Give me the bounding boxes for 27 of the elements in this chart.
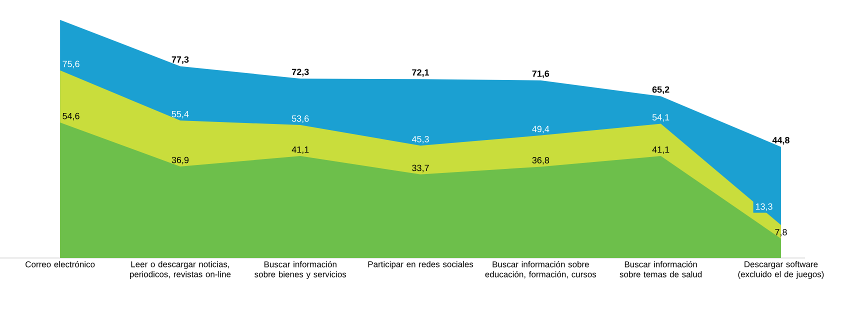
x-tick-label: Leer o descargar noticias, periodicos, revistas on-line: [130, 261, 231, 279]
data-label: 49,4: [532, 126, 550, 134]
x-tick-label: Correo electrónico: [26, 261, 95, 268]
data-label: 44,8: [772, 136, 790, 145]
data-label: 53,6: [292, 115, 309, 123]
x-tick-label: Buscar información sobre temas de salud: [620, 261, 702, 278]
data-label: 45,3: [412, 136, 429, 144]
x-tick-label: Descargar software (excluido el de juegos): [738, 261, 824, 279]
data-label: 72,3: [292, 68, 309, 76]
data-label: 72,1: [412, 69, 430, 77]
data-label: 36,8: [532, 157, 550, 164]
data-label: 55,4: [172, 111, 189, 118]
data-label: 33,7: [412, 164, 429, 172]
data-label: 7,8: [775, 229, 787, 236]
data-label: 54,1: [652, 114, 670, 122]
data-label: 36,9: [172, 156, 189, 164]
data-label: 54,6: [62, 112, 80, 120]
data-label: 41,1: [292, 146, 309, 154]
data-label: 65,2: [652, 86, 670, 94]
x-tick-label: Buscar información sobre educación, formación, cursos: [485, 261, 596, 278]
x-tick-label: Buscar información sobre bienes y servicios: [254, 261, 346, 280]
data-label: 41,1: [652, 146, 670, 154]
data-label: 77,3: [172, 56, 189, 64]
data-label: 71,6: [532, 70, 550, 78]
data-label: 13,3: [756, 203, 772, 211]
data-label: 75,6: [62, 60, 80, 68]
x-tick-label: Participar en redes sociales: [368, 261, 474, 269]
